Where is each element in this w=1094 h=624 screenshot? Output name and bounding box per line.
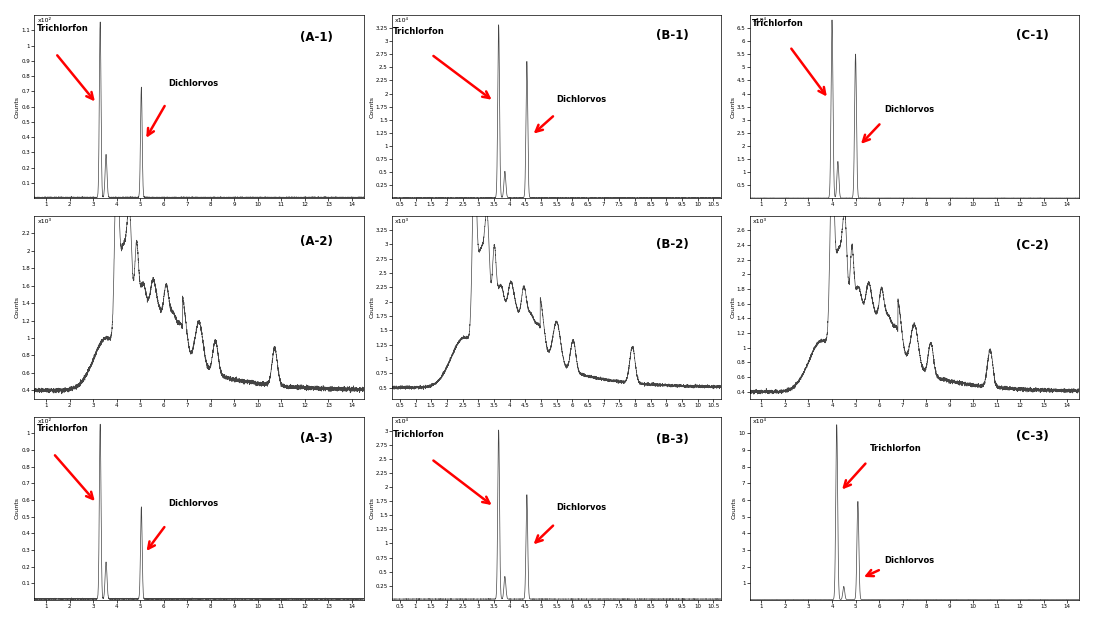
Text: x10³: x10³	[753, 219, 767, 224]
Text: (A-2): (A-2)	[300, 235, 333, 248]
Y-axis label: Counts: Counts	[369, 296, 374, 318]
Text: Dichlorvos: Dichlorvos	[557, 95, 607, 104]
Y-axis label: Counts: Counts	[731, 296, 735, 318]
Text: x10⁴: x10⁴	[395, 17, 409, 22]
Y-axis label: Counts: Counts	[15, 497, 20, 519]
Text: Dichlorvos: Dichlorvos	[884, 556, 934, 565]
Text: Dichlorvos: Dichlorvos	[168, 499, 219, 508]
Text: (B-1): (B-1)	[656, 29, 689, 42]
Y-axis label: Counts: Counts	[15, 296, 20, 318]
Text: Trichlorfon: Trichlorfon	[37, 24, 89, 33]
Text: Dichlorvos: Dichlorvos	[557, 504, 607, 512]
Text: Trichlorfon: Trichlorfon	[752, 19, 804, 28]
Text: x10³: x10³	[395, 219, 409, 224]
Y-axis label: Counts: Counts	[732, 497, 737, 519]
Y-axis label: Counts: Counts	[731, 95, 735, 118]
Text: x10⁴: x10⁴	[753, 17, 767, 22]
Y-axis label: Counts: Counts	[369, 95, 374, 118]
Text: (B-2): (B-2)	[656, 238, 689, 251]
Text: x10²: x10²	[37, 17, 51, 22]
Text: (B-3): (B-3)	[656, 432, 689, 446]
Text: Trichlorfon: Trichlorfon	[393, 27, 444, 36]
Text: (C-2): (C-2)	[1015, 238, 1048, 251]
Text: Dichlorvos: Dichlorvos	[168, 79, 219, 89]
Text: x10⁴: x10⁴	[753, 419, 767, 424]
Text: Trichlorfon: Trichlorfon	[870, 444, 921, 453]
Text: Trichlorfon: Trichlorfon	[37, 424, 89, 433]
Text: x10²: x10²	[37, 419, 51, 424]
Text: (C-3): (C-3)	[1015, 430, 1048, 443]
Text: Trichlorfon: Trichlorfon	[393, 430, 444, 439]
Text: (C-1): (C-1)	[1015, 29, 1048, 42]
Text: (A-3): (A-3)	[300, 432, 333, 445]
Text: (A-1): (A-1)	[300, 31, 333, 44]
Y-axis label: Counts: Counts	[369, 497, 374, 519]
Text: x10³: x10³	[37, 219, 51, 224]
Text: Dichlorvos: Dichlorvos	[884, 105, 934, 114]
Y-axis label: Counts: Counts	[15, 95, 20, 118]
Text: x10⁴: x10⁴	[395, 419, 409, 424]
